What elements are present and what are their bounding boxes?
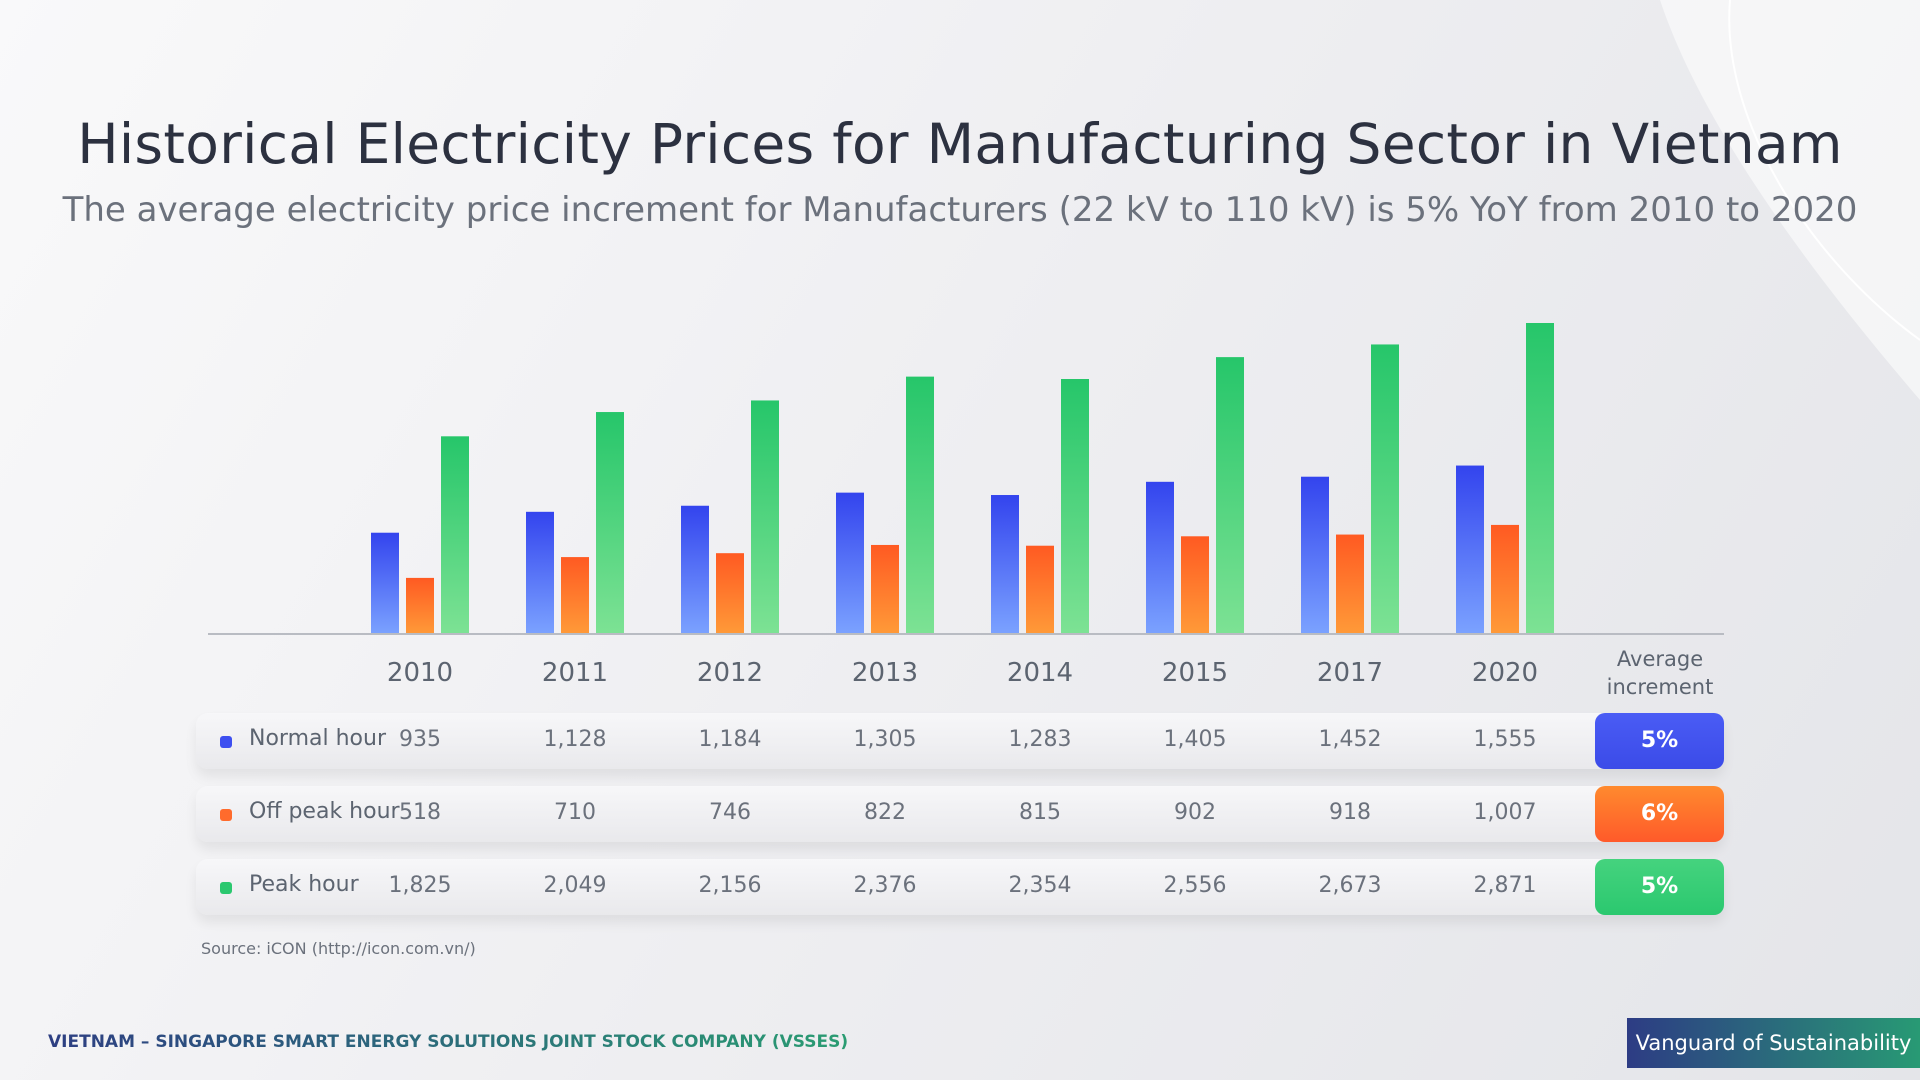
series-label: Peak hour: [249, 872, 359, 897]
data-label: 2,376: [853, 873, 917, 898]
bar-chart: [208, 323, 1724, 635]
bar-peak-hour-2010: [441, 436, 469, 634]
data-label: 1,283: [1008, 727, 1072, 752]
legend-swatch-icon: [220, 809, 232, 821]
bar-off-peak-hour-2010: [406, 577, 434, 634]
company-name: VIETNAM – SINGAPORE SMART ENERGY SOLUTIO…: [48, 1032, 849, 1052]
data-label: 2,871: [1473, 873, 1537, 898]
data-label: 815: [1019, 800, 1061, 825]
data-label: 2,673: [1318, 873, 1382, 898]
x-tick-label: 2014: [1006, 658, 1074, 688]
data-label: 1,305: [853, 727, 917, 752]
average-increment-badge: 6%: [1595, 786, 1724, 842]
bar-off-peak-hour-2014: [1026, 545, 1054, 634]
data-label: 1,128: [543, 727, 607, 752]
series-label: Off peak hour: [249, 799, 400, 824]
table-row: Normal hour 935 1,128 1,184 1,305 1,283 1,405 1…: [196, 713, 1724, 769]
bar-peak-hour-2014: [1061, 379, 1089, 634]
bar-peak-hour-2020: [1526, 323, 1554, 634]
x-tick-label: 2011: [541, 658, 609, 688]
x-tick-label: 2017: [1316, 658, 1384, 688]
bar-normal-hour-2017: [1301, 476, 1329, 634]
average-increment-badge: 5%: [1595, 713, 1724, 769]
bar-normal-hour-2015: [1146, 481, 1174, 634]
average-increment-badge: 5%: [1595, 859, 1724, 915]
bar-off-peak-hour-2013: [871, 544, 899, 634]
table-row: Peak hour 1,825 2,049 2,156 2,376 2,354 2,556 2…: [196, 859, 1724, 915]
bar-normal-hour-2012: [681, 505, 709, 634]
data-label: 710: [554, 800, 596, 825]
tagline-banner: Vanguard of Sustainability: [1627, 1018, 1920, 1068]
x-tick-label: 2020: [1471, 658, 1539, 688]
data-label: 1,007: [1473, 800, 1537, 825]
bar-normal-hour-2013: [836, 492, 864, 634]
bar-normal-hour-2010: [371, 532, 399, 634]
data-label: 746: [709, 800, 751, 825]
legend-swatch-icon: [220, 882, 232, 894]
bar-normal-hour-2014: [991, 495, 1019, 634]
data-label: 935: [399, 727, 441, 752]
data-label: 1,405: [1163, 727, 1227, 752]
chart-title: Historical Electricity Prices for Manufa…: [77, 112, 1843, 176]
data-label: 1,184: [698, 727, 762, 752]
legend-swatch-icon: [220, 736, 232, 748]
data-label: 1,825: [388, 873, 452, 898]
data-label: 902: [1174, 800, 1216, 825]
bar-off-peak-hour-2015: [1181, 536, 1209, 634]
decorative-swoosh: [1660, 0, 1920, 400]
average-increment-header: Average increment: [1606, 647, 1714, 699]
x-tick-label: 2012: [696, 658, 764, 688]
chart-subtitle: The average electricity price increment …: [62, 190, 1858, 230]
bar-peak-hour-2011: [596, 412, 624, 634]
data-label: 518: [399, 800, 441, 825]
bar-off-peak-hour-2011: [561, 557, 589, 634]
data-label: 2,156: [698, 873, 762, 898]
bar-normal-hour-2011: [526, 511, 554, 634]
data-label: 2,049: [543, 873, 607, 898]
series-label: Normal hour: [249, 726, 386, 751]
data-label: 1,555: [1473, 727, 1537, 752]
bar-peak-hour-2012: [751, 400, 779, 634]
x-tick-label: 2013: [851, 658, 919, 688]
data-label: 2,556: [1163, 873, 1227, 898]
data-label: 918: [1329, 800, 1371, 825]
bar-normal-hour-2020: [1456, 465, 1484, 634]
bar-off-peak-hour-2020: [1491, 524, 1519, 634]
table-row: Off peak hour 518 710 746 822 815 902 918 1,007 6…: [196, 786, 1724, 842]
bar-off-peak-hour-2012: [716, 553, 744, 634]
bar-peak-hour-2017: [1371, 344, 1399, 634]
data-label: 2,354: [1008, 873, 1072, 898]
data-label: 822: [864, 800, 906, 825]
bar-off-peak-hour-2017: [1336, 534, 1364, 634]
x-tick-label: 2015: [1161, 658, 1229, 688]
data-label: 1,452: [1318, 727, 1382, 752]
bar-peak-hour-2015: [1216, 357, 1244, 634]
bar-peak-hour-2013: [906, 376, 934, 634]
source-note: Source: iCON (http://icon.com.vn/): [201, 939, 476, 958]
x-tick-label: 2010: [386, 658, 454, 688]
